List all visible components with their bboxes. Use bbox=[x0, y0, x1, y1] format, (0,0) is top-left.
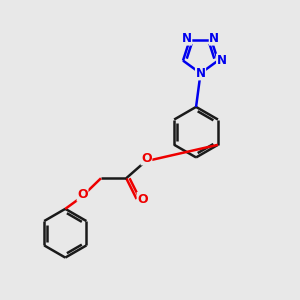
Text: N: N bbox=[217, 54, 226, 67]
Text: N: N bbox=[209, 32, 219, 45]
Text: O: O bbox=[137, 193, 148, 206]
Text: N: N bbox=[196, 67, 206, 80]
Text: O: O bbox=[141, 152, 152, 165]
Text: O: O bbox=[77, 188, 88, 201]
Text: N: N bbox=[182, 32, 192, 45]
